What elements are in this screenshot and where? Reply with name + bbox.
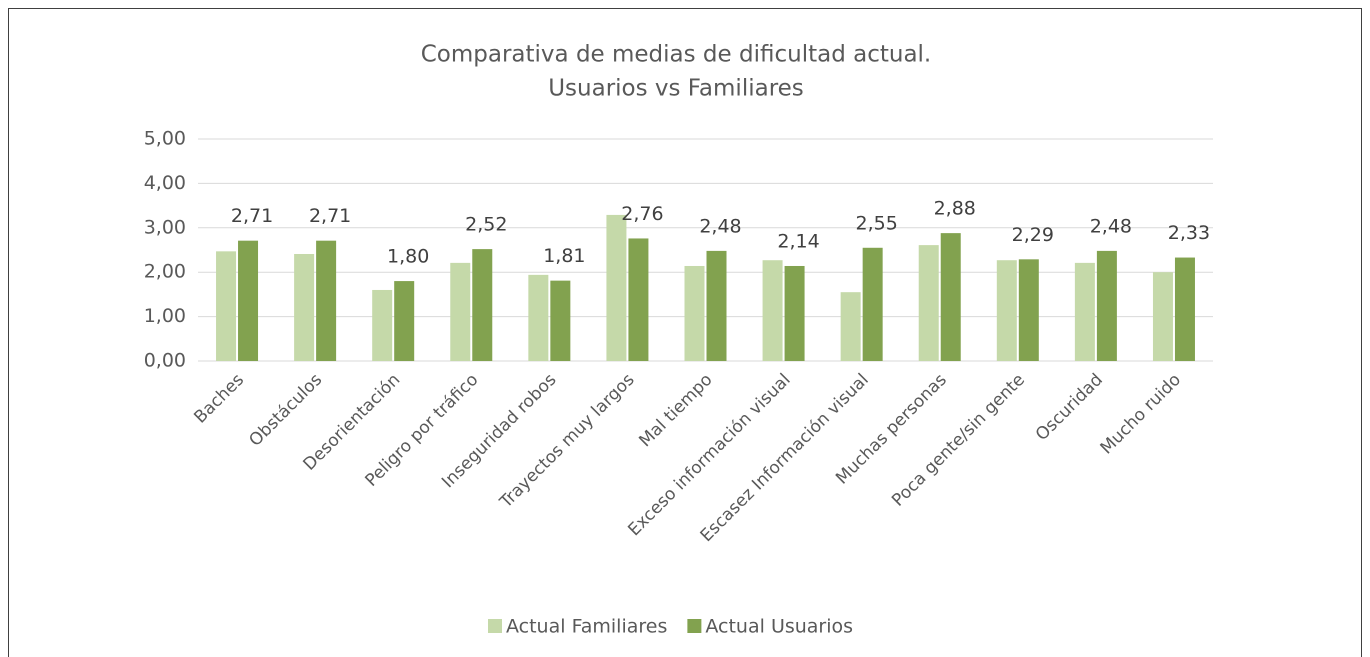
legend-label: Actual Usuarios bbox=[705, 616, 853, 638]
legend-label: Actual Familiares bbox=[506, 616, 667, 638]
chart-title: Comparativa de medias de dificultad actu… bbox=[421, 42, 932, 68]
legend-swatch bbox=[687, 619, 702, 633]
data-label: 2,71 bbox=[231, 205, 273, 227]
data-label: 2,33 bbox=[1168, 222, 1210, 244]
bar bbox=[1152, 272, 1173, 361]
bar bbox=[840, 292, 861, 361]
bar bbox=[918, 245, 939, 361]
bar bbox=[862, 247, 883, 361]
bar bbox=[294, 253, 315, 361]
data-label: 1,81 bbox=[543, 245, 585, 267]
data-label: 2,52 bbox=[465, 214, 507, 236]
bar bbox=[1174, 257, 1195, 361]
bar bbox=[1096, 250, 1117, 361]
bar bbox=[996, 260, 1017, 361]
bar bbox=[528, 274, 549, 361]
data-label: 2,48 bbox=[699, 215, 741, 237]
data-label: 2,14 bbox=[777, 230, 819, 252]
data-label: 2,29 bbox=[1012, 224, 1054, 246]
bar bbox=[1018, 259, 1039, 361]
bar bbox=[550, 280, 571, 361]
data-label: 2,71 bbox=[309, 205, 351, 227]
chart-title: Usuarios vs Familiares bbox=[548, 76, 804, 102]
bar bbox=[372, 289, 393, 361]
y-tick-label: 4,00 bbox=[144, 172, 186, 194]
data-label: 1,80 bbox=[387, 246, 429, 268]
y-tick-label: 3,00 bbox=[144, 216, 186, 238]
bar bbox=[684, 265, 705, 361]
y-tick-label: 5,00 bbox=[144, 128, 186, 150]
bar bbox=[238, 240, 259, 361]
y-tick-label: 0,00 bbox=[144, 350, 186, 372]
data-label: 2,76 bbox=[621, 203, 663, 225]
bar bbox=[316, 240, 337, 361]
bar bbox=[628, 238, 649, 361]
bar bbox=[216, 251, 237, 361]
bar bbox=[784, 265, 805, 361]
bar bbox=[394, 281, 415, 361]
bar bbox=[472, 249, 493, 361]
y-tick-label: 2,00 bbox=[144, 261, 186, 283]
bar bbox=[762, 260, 783, 361]
y-tick-label: 1,00 bbox=[144, 305, 186, 327]
bar bbox=[606, 214, 627, 361]
data-label: 2,55 bbox=[855, 212, 897, 234]
bar bbox=[1074, 262, 1095, 361]
bar bbox=[940, 233, 961, 361]
bar bbox=[706, 250, 727, 361]
data-label: 2,48 bbox=[1090, 215, 1132, 237]
bar bbox=[450, 262, 471, 361]
legend-swatch bbox=[488, 619, 502, 633]
data-label: 2,88 bbox=[934, 198, 976, 220]
